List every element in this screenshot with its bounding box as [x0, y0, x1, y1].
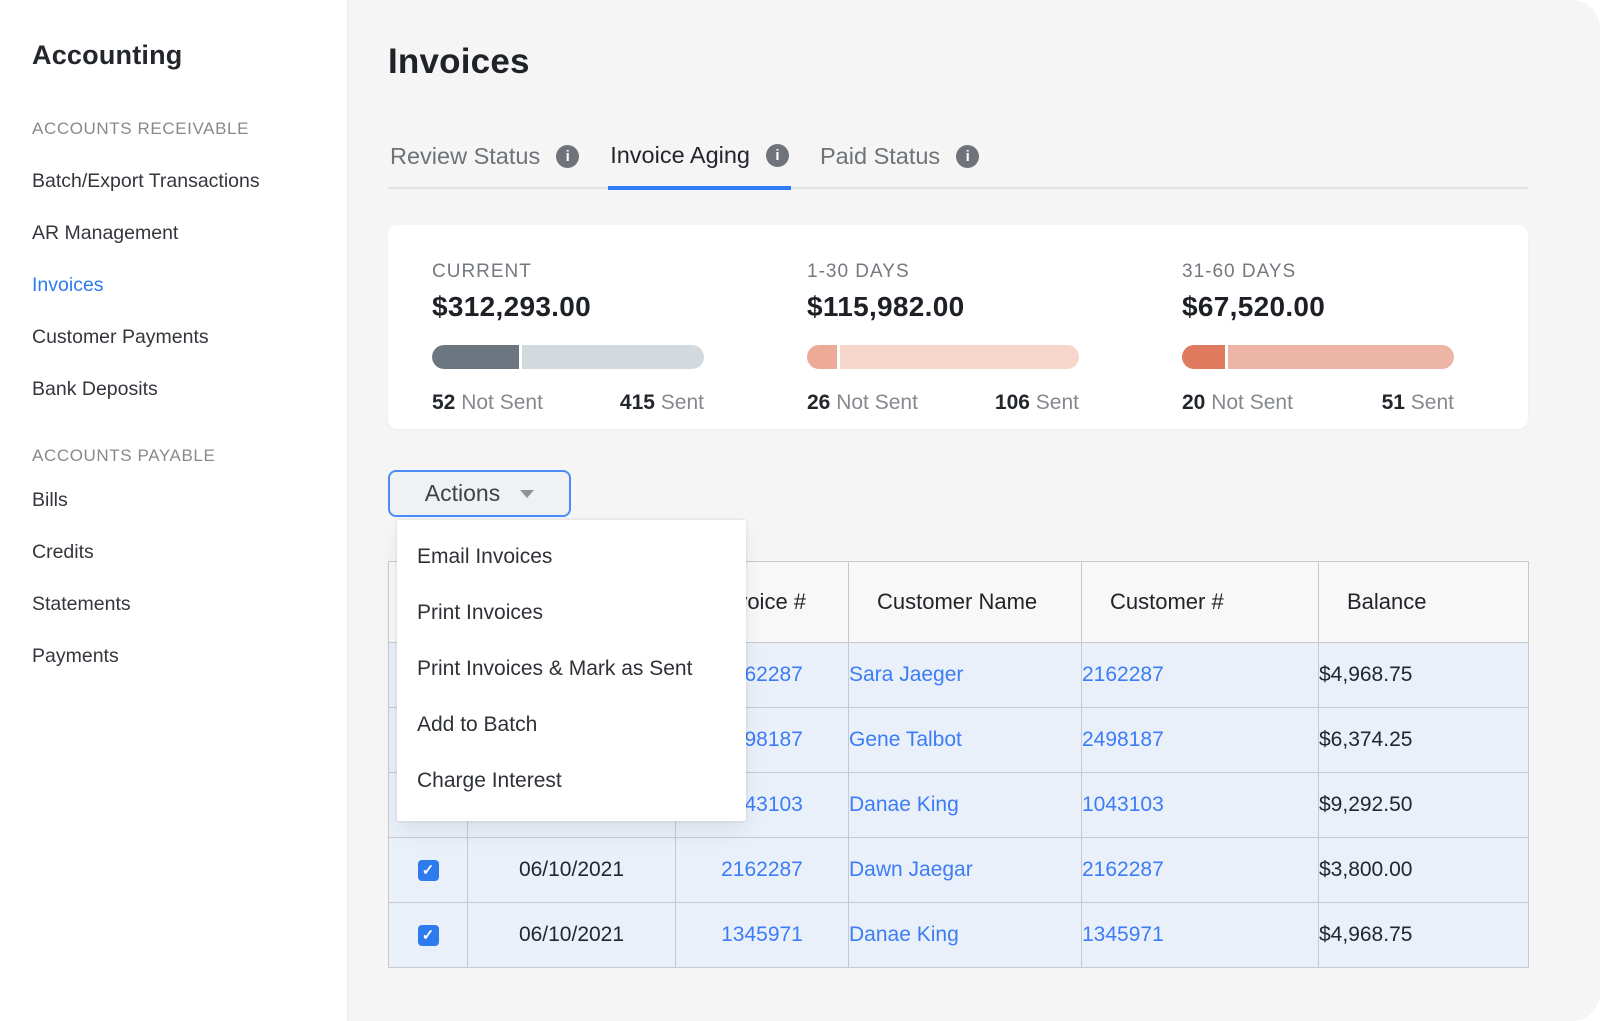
actions-dropdown-menu: Email Invoices Print Invoices Print Invo… [397, 520, 746, 821]
table-row: ✓ 06/10/2021 1345971 Danae King 1345971 … [388, 902, 1529, 968]
aging-progress-bar [807, 345, 1079, 369]
column-header-customer-name: Customer Name [848, 561, 1082, 643]
cell-customer-name-link[interactable]: Gene Talbot [848, 707, 1082, 773]
aging-bucket-label: CURRENT [432, 261, 532, 282]
info-icon[interactable]: i [956, 144, 980, 168]
tab-bar: Review Status i Invoice Aging i Paid Sta… [388, 142, 1528, 190]
not-sent-count: 26 Not Sent [807, 391, 918, 414]
menu-item-charge-interest[interactable]: Charge Interest [417, 769, 562, 792]
sent-count: 106 Sent [994, 391, 1079, 414]
aging-bucket-amount: $312,293.00 [432, 291, 592, 322]
aging-bucket-amount: $115,982.00 [807, 291, 965, 322]
cell-customer-number-link[interactable]: 2498187 [1081, 707, 1319, 773]
sidebar-item-invoices[interactable]: Invoices [32, 274, 104, 296]
aging-progress-fill [1182, 345, 1229, 369]
cell-customer-name-link[interactable]: Danae King [848, 902, 1082, 968]
tab-invoice-aging-label: Invoice Aging [610, 142, 750, 168]
aging-bucket-label: 31-60 DAYS [1182, 261, 1297, 282]
row-checkbox[interactable]: ✓ [417, 924, 439, 946]
page-title: Invoices [388, 42, 530, 81]
aging-progress-bar [1182, 345, 1454, 369]
sidebar-section-accounts-receivable: ACCOUNTS RECEIVABLE [32, 119, 250, 138]
cell-balance: $4,968.75 [1318, 902, 1529, 968]
tab-paid-status-label: Paid Status [820, 142, 941, 169]
cell-customer-number-link[interactable]: 1043103 [1081, 772, 1319, 838]
sidebar-title: Accounting [32, 40, 183, 70]
actions-button[interactable]: Actions [388, 470, 571, 517]
sidebar-item-bills[interactable]: Bills [32, 489, 68, 511]
cell-customer-number-link[interactable]: 1345971 [1081, 902, 1319, 968]
aging-progress-bar [432, 345, 704, 369]
cell-customer-number-link[interactable]: 2162287 [1081, 837, 1319, 903]
tab-review-status-label: Review Status [390, 142, 541, 169]
sidebar-item-bank-deposits[interactable]: Bank Deposits [32, 378, 158, 400]
cell-date: 06/10/2021 [467, 902, 676, 968]
aging-summary-card: CURRENT $312,293.00 52 Not Sent 415 Sent… [388, 225, 1528, 429]
aging-bucket-1-30: 1-30 DAYS $115,982.00 26 Not Sent 106 Se… [807, 261, 1079, 429]
tab-invoice-aging[interactable]: Invoice Aging i [608, 142, 791, 190]
cell-balance: $9,292.50 [1318, 772, 1529, 838]
aging-bucket-label: 1-30 DAYS [807, 261, 910, 282]
sidebar-item-payments[interactable]: Payments [32, 645, 119, 667]
not-sent-count: 52 Not Sent [432, 391, 543, 414]
sent-count: 415 Sent [619, 391, 704, 414]
info-icon[interactable]: i [766, 144, 789, 167]
table-row: ✓ 06/10/2021 2162287 Dawn Jaegar 2162287… [388, 837, 1529, 903]
sidebar: Accounting ACCOUNTS RECEIVABLE Batch/Exp… [0, 0, 348, 1021]
aging-bucket-31-60: 31-60 DAYS $67,520.00 20 Not Sent 51 Sen… [1182, 261, 1454, 429]
aging-bucket-amount: $67,520.00 [1182, 291, 1326, 322]
row-checkbox[interactable]: ✓ [417, 859, 439, 881]
info-icon[interactable]: i [556, 144, 580, 168]
main-content: Invoices Review Status i Invoice Aging i… [348, 0, 1600, 1021]
cell-balance: $6,374.25 [1318, 707, 1529, 773]
actions-button-label: Actions [424, 480, 501, 506]
aging-progress-fill [807, 345, 840, 369]
sent-count: 51 Sent [1381, 391, 1454, 414]
tab-paid-status[interactable]: Paid Status i [818, 142, 981, 187]
cell-date: 06/10/2021 [467, 837, 676, 903]
aging-progress-fill [432, 345, 522, 369]
column-header-balance: Balance [1318, 561, 1529, 643]
chevron-down-icon [520, 489, 535, 498]
sidebar-item-credits[interactable]: Credits [32, 541, 94, 563]
not-sent-count: 20 Not Sent [1182, 391, 1293, 414]
menu-item-add-to-batch[interactable]: Add to Batch [417, 713, 538, 736]
cell-customer-name-link[interactable]: Sara Jaeger [848, 642, 1082, 708]
cell-invoice-link[interactable]: 1345971 [675, 902, 849, 968]
sidebar-item-batch-export-transactions[interactable]: Batch/Export Transactions [32, 170, 260, 192]
aging-bucket-counts: 26 Not Sent 106 Sent [807, 391, 1079, 415]
cell-balance: $3,800.00 [1318, 837, 1529, 903]
menu-item-print-invoices[interactable]: Print Invoices [417, 601, 544, 624]
sidebar-item-customer-payments[interactable]: Customer Payments [32, 326, 209, 348]
cell-customer-name-link[interactable]: Dawn Jaegar [848, 837, 1082, 903]
actions-row: Actions Email Invoices Print Invoices Pr… [388, 470, 1528, 821]
aging-bucket-current: CURRENT $312,293.00 52 Not Sent 415 Sent [432, 261, 704, 429]
column-header-customer-number: Customer # [1081, 561, 1319, 643]
cell-invoice-link[interactable]: 2162287 [675, 837, 849, 903]
menu-item-print-invoices-mark-sent[interactable]: Print Invoices & Mark as Sent [417, 657, 693, 680]
aging-bucket-counts: 20 Not Sent 51 Sent [1182, 391, 1454, 415]
cell-balance: $4,968.75 [1318, 642, 1529, 708]
sidebar-item-ar-management[interactable]: AR Management [32, 222, 179, 244]
menu-item-email-invoices[interactable]: Email Invoices [417, 545, 553, 568]
tab-review-status[interactable]: Review Status i [388, 142, 581, 187]
cell-customer-name-link[interactable]: Danae King [848, 772, 1082, 838]
aging-bucket-counts: 52 Not Sent 415 Sent [432, 391, 704, 415]
cell-customer-number-link[interactable]: 2162287 [1081, 642, 1319, 708]
sidebar-item-statements[interactable]: Statements [32, 593, 131, 615]
sidebar-section-accounts-payable: ACCOUNTS PAYABLE [32, 446, 216, 465]
